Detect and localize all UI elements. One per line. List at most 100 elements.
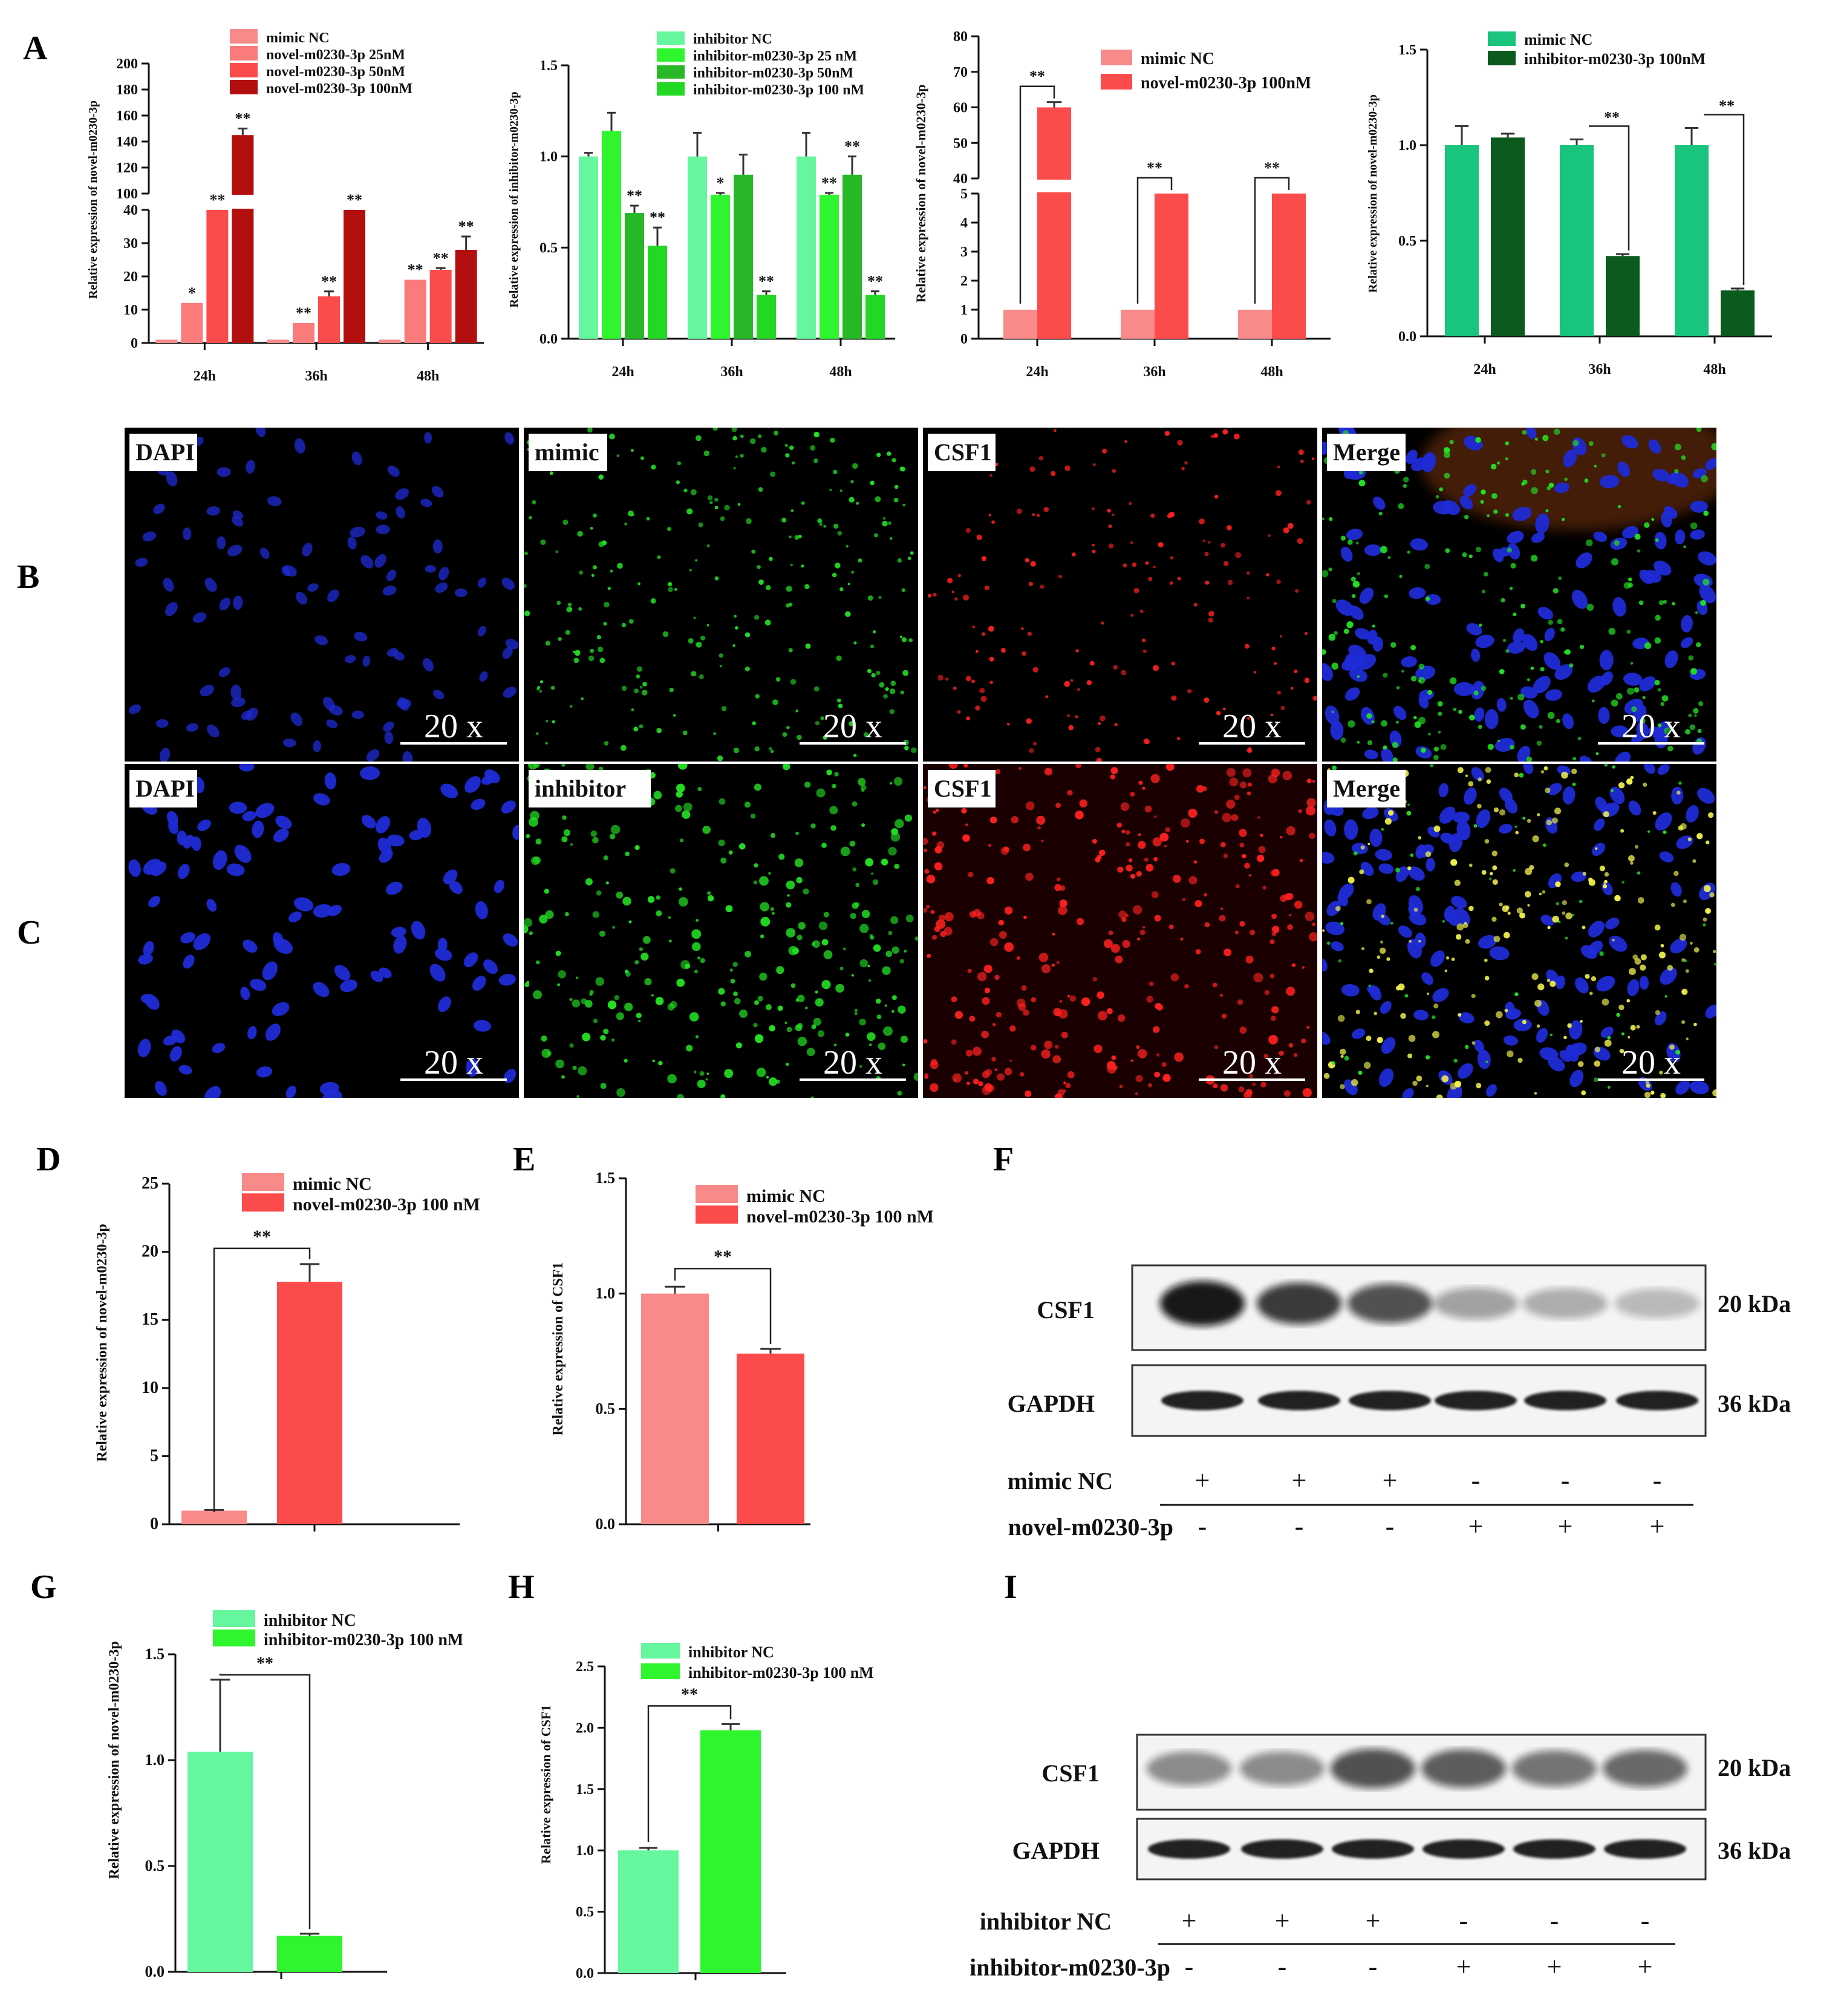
- y-tick-label: 2.0: [576, 1720, 594, 1736]
- x-tick-label: 24h: [194, 368, 216, 384]
- bar: [1606, 256, 1640, 336]
- treatment-sign: -: [1641, 1906, 1650, 1936]
- blot-band-csf1: [1615, 1288, 1699, 1319]
- blot-label-gapdh: GAPDH: [1012, 1837, 1100, 1864]
- blot-band-gapdh: [1349, 1391, 1431, 1411]
- blot-band-csf1: [1147, 1751, 1231, 1786]
- treatment-row2-label: inhibitor-m0230-3p: [970, 1954, 1170, 1981]
- chart-h-inhibitor-csf1: Relative expression of CSF1 inhibitor NC i…: [538, 1643, 874, 1982]
- y-tick-label: 20: [142, 1242, 158, 1261]
- bar: [711, 194, 730, 339]
- legend-label: inhibitor-m0230-3p 100 nM: [693, 82, 864, 98]
- bar: [1238, 310, 1272, 339]
- legend-swatch: [213, 1610, 255, 1627]
- channel-label: inhibitor: [535, 775, 626, 802]
- y-tick-label: 20: [123, 269, 138, 285]
- significance-mark: **: [627, 187, 642, 204]
- significance-mark: **: [1604, 109, 1620, 126]
- blot-mw-bottom: 36 kDa: [1718, 1837, 1791, 1864]
- legend-swatch: [230, 80, 258, 94]
- blot-band-gapdh: [1258, 1391, 1340, 1411]
- y-tick-label: 0.5: [576, 1905, 594, 1920]
- y-tick-label: 0.0: [145, 1963, 165, 1980]
- treatment-sign: +: [1182, 1906, 1197, 1936]
- chart-a4-inhibitor-time: Relative expression of novel-m0230-3p mim…: [1366, 31, 1772, 377]
- treatment-sign: +: [1558, 1512, 1573, 1541]
- legend-swatch: [230, 29, 258, 44]
- y-axis-label: Relative expression of novel-m0230-3p: [1366, 94, 1380, 293]
- western-blot-i: CSF1 GAPDH 20 kDa 36 kDa inhibitor NC inhibit…: [970, 1734, 1791, 1982]
- significance-mark: **: [235, 110, 250, 128]
- y-tick-label: 1.0: [576, 1843, 594, 1859]
- legend-swatch: [1101, 74, 1132, 90]
- treatment-sign: +: [1292, 1466, 1307, 1495]
- legend-swatch: [657, 65, 685, 79]
- blot-band-gapdh: [1435, 1391, 1517, 1411]
- treatment-sign: -: [1369, 1952, 1378, 1982]
- y-axis-label: Relative expression of CSF1: [538, 1705, 553, 1864]
- y-tick-label: 0.5: [539, 240, 558, 256]
- y-tick-label: 15: [142, 1310, 158, 1329]
- y-tick-label: 30: [123, 236, 138, 252]
- channel-label: CSF1: [934, 439, 992, 466]
- legend-swatch: [657, 82, 685, 96]
- bar: [1037, 107, 1071, 339]
- y-axis-label: Relative expression of novel-m0230-3p: [106, 1641, 122, 1879]
- legend-swatch: [213, 1629, 255, 1646]
- significance-mark: **: [321, 273, 337, 290]
- micrograph-panel: DAPI 20 x: [125, 428, 519, 762]
- y-tick-label: 5: [960, 186, 968, 202]
- significance-bracket: [1704, 114, 1745, 285]
- bar: [181, 1510, 247, 1524]
- x-tick-label: 24h: [1026, 364, 1048, 380]
- blot-band-gapdh: [1513, 1839, 1595, 1859]
- micrograph-panel: CSF1 20 x: [923, 428, 1317, 762]
- channel-label: mimic: [535, 439, 599, 466]
- legend-label: inhibitor-m0230-3p 100 nM: [688, 1664, 874, 1682]
- y-tick-label: 0: [150, 1515, 158, 1533]
- y-tick-label: 180: [116, 82, 138, 98]
- y-tick-label: 60: [953, 100, 968, 116]
- scale-bar-label: 20 x: [424, 1044, 483, 1081]
- micrograph-panel: mimic 20 x: [524, 428, 918, 762]
- x-tick-label: 36h: [720, 364, 743, 380]
- micrograph-background: [524, 764, 918, 1098]
- significance-mark: **: [714, 1247, 732, 1267]
- legend-swatch: [696, 1205, 738, 1224]
- treatment-sign: -: [1653, 1466, 1662, 1495]
- legend-swatch: [641, 1663, 680, 1679]
- blot-band-csf1: [1512, 1750, 1597, 1787]
- significance-mark: **: [758, 273, 774, 290]
- y-tick-label: 1.0: [539, 149, 558, 165]
- x-tick-label: 36h: [1143, 364, 1165, 380]
- y-tick-label: 0.0: [576, 1966, 594, 1982]
- channel-label: DAPI: [135, 775, 195, 802]
- significance-mark: **: [433, 249, 449, 267]
- blot-band-gapdh: [1524, 1391, 1606, 1411]
- significance-mark: **: [1719, 97, 1735, 115]
- scale-bar-label: 20 x: [823, 1044, 882, 1081]
- channel-label-box: [129, 770, 197, 807]
- micrograph-panel: inhibitor 20 x: [524, 764, 918, 1098]
- y-tick-label: 40: [123, 203, 138, 218]
- y-tick-label: 3: [960, 244, 968, 260]
- bar: [429, 270, 452, 343]
- significance-mark: **: [1264, 159, 1280, 177]
- bar: [1003, 310, 1037, 339]
- legend-label: mimic NC: [293, 1174, 372, 1194]
- panel-letter-g: G: [30, 1568, 57, 1606]
- scale-bar-label: 20 x: [1621, 708, 1681, 745]
- blot-label-csf1: CSF1: [1037, 1296, 1095, 1323]
- panel-letter-i: I: [1004, 1568, 1017, 1606]
- bar: [404, 279, 426, 343]
- y-tick-label: 0.0: [596, 1515, 616, 1533]
- treatment-sign: +: [1366, 1906, 1381, 1936]
- significance-mark: **: [1147, 159, 1162, 177]
- bar: [579, 156, 598, 339]
- scale-bar-label: 20 x: [1621, 1044, 1681, 1081]
- y-tick-label: 1.5: [596, 1169, 616, 1187]
- legend-label: mimic NC: [266, 30, 330, 46]
- bar: [455, 250, 477, 343]
- legend-swatch: [242, 1173, 284, 1191]
